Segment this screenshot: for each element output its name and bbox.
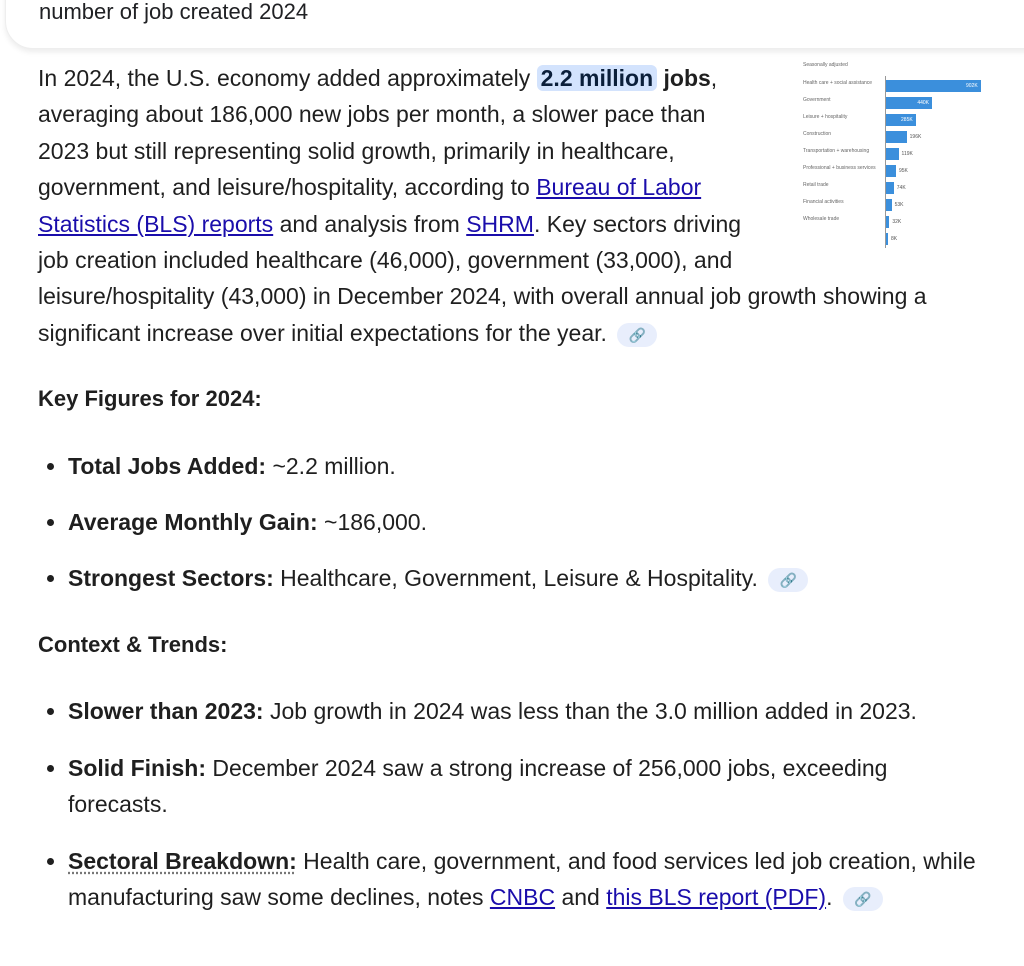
bar (886, 165, 896, 177)
bar-value-label: 440K (917, 100, 930, 106)
search-query[interactable]: number of job created 2024 (39, 0, 309, 24)
bar-value-label: 32K (892, 219, 902, 225)
shrm-link[interactable]: SHRM (466, 210, 534, 237)
bar (886, 199, 892, 211)
bar-label: Government (803, 97, 831, 103)
bar-label: Financial activities (803, 199, 844, 205)
link-icon[interactable]: 🔗 (842, 886, 883, 911)
bar (886, 233, 888, 245)
list-item: Solid Finish: December 2024 saw a strong… (68, 750, 988, 823)
link-icon[interactable]: 🔗 (768, 568, 809, 593)
list-item: Slower than 2023: Job growth in 2024 was… (68, 693, 988, 729)
key-figures-heading: Key Figures for 2024: (38, 386, 262, 412)
bar-value-label: 53K (894, 202, 904, 208)
jobs-by-sector-chart-thumbnail[interactable]: Seasonally adjusted Health care + social… (798, 60, 998, 250)
bar-value-label: 95K (899, 168, 908, 174)
list-item: Total Jobs Added: ~2.2 million. (68, 448, 988, 484)
bar (886, 131, 907, 143)
bar-value-label: 8K (891, 236, 898, 242)
bar-value-label: 902K (966, 83, 978, 89)
highlight: 2.2 million (536, 65, 658, 91)
list-item: Average Monthly Gain: ~186,000. (68, 504, 988, 540)
bls-link[interactable]: Bureau of Labor Statistics (BLS) reports (38, 174, 702, 237)
cnbc-link[interactable]: CNBC (489, 883, 556, 910)
bar-label: Leisure + hospitality (803, 114, 848, 120)
bar (886, 216, 890, 228)
list-item: Strongest Sectors: Healthcare, Governmen… (68, 560, 988, 596)
bls-report-link[interactable]: this BLS report (PDF) (606, 883, 827, 910)
bar-label: Retail trade (803, 182, 829, 188)
bar-label: Transportation + warehousing (803, 148, 870, 154)
bar-value-label: 74K (896, 185, 906, 191)
chart-axis (885, 76, 886, 248)
bar (886, 182, 894, 194)
intro-paragraph: In 2024, the U.S. economy added approxim… (38, 65, 927, 347)
bar-value-label: 119K (901, 151, 913, 157)
ai-overview: Seasonally adjusted Health care + social… (38, 60, 988, 915)
list-item: Sectoral Breakdown: Health care, governm… (68, 843, 988, 916)
bar-label: Construction (803, 131, 832, 137)
bar (886, 80, 981, 92)
context-heading: Context & Trends: (38, 631, 228, 657)
bar-value-label: 285K (901, 117, 913, 123)
context-list: Slower than 2023: Job growth in 2024 was… (38, 693, 988, 915)
bar-label: Professional + business services (803, 165, 876, 171)
bar (886, 148, 899, 160)
key-figures-list: Total Jobs Added: ~2.2 million. Average … (38, 448, 988, 597)
bar-label: Wholesale trade (803, 216, 840, 222)
bar-label: Health care + social assistance (803, 80, 873, 86)
chart-subtitle: Seasonally adjusted (803, 62, 848, 68)
bar (886, 97, 933, 109)
bar-value-label: 196K (909, 134, 922, 140)
search-bar[interactable]: number of job created 2024 (5, 0, 1024, 49)
bar (886, 114, 917, 126)
link-icon[interactable]: 🔗 (617, 322, 658, 347)
